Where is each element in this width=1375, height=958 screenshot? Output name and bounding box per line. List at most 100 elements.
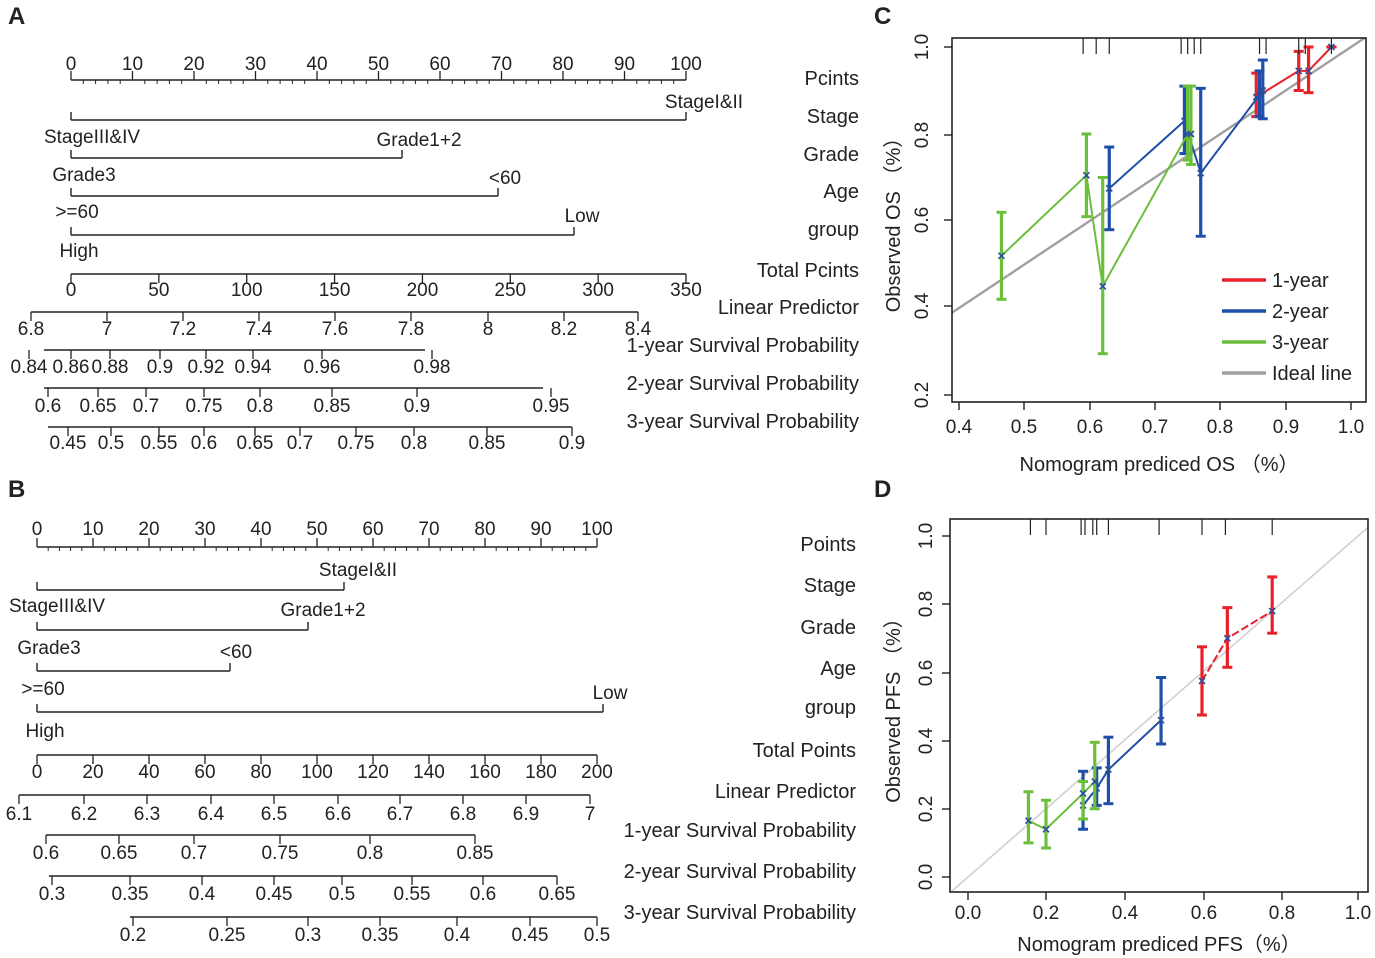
level-label-low-grade: Grade3 [52,165,115,186]
tick-label-points: 0 [32,519,43,540]
tick-label-s3: 0.5 [98,433,124,454]
y-axis-title: Observed OS （%） [882,128,905,313]
tick-label-s1: 0.65 [101,843,138,864]
tick-label-s3: 0.65 [237,433,274,454]
tick-label-points: 50 [306,519,327,540]
row-label-s3: 3-year Survival Probability [624,902,856,924]
tick-label-points: 20 [138,519,159,540]
level-label-high-stage: StageI&II [665,92,743,113]
series-line-1-year [1255,46,1333,98]
y-axis-title: Observed PFS （%） [882,608,905,803]
tick-label-s3: 0.9 [559,433,585,454]
tick-label-s2: 0.75 [186,396,223,417]
y-tick-label: 0.2 [916,796,937,822]
tick-label-points: 60 [362,519,383,540]
tick-label-s3: 0.55 [141,433,178,454]
tick-label-s1: 0.6 [33,843,59,864]
series-line-2-year [1082,719,1162,807]
plot-frame [949,518,1369,893]
calibration-plot-c: 0.4 0.5 0.6 0.7 0.8 0.9 1.0 0.2 0.4 0.6 0.8 1.0 Nomo… [882,34,1367,476]
tick-label-lp: 8 [483,319,494,340]
y-tick-label: 0.8 [916,591,937,617]
tick-label-points: 40 [250,519,271,540]
tick-label-s2: 0.55 [394,884,431,905]
row-label-stage: Stage [804,575,856,597]
level-label-low-age: >=60 [21,679,64,700]
tick-label-s2: 0.65 [539,884,576,905]
tick-label-points: 100 [581,519,613,540]
data-point-marker [1082,171,1090,179]
plot-area [950,526,1368,892]
tick-label-lp: 6.6 [325,804,351,825]
level-label-high-age: <60 [220,642,252,663]
x-tick-label: 0.7 [1142,417,1168,438]
tick-label-s2: 0.6 [35,396,61,417]
tick-label-s1: 0.85 [457,843,494,864]
tick-label-points: 100 [670,54,702,75]
tick-label-s1: 0.9 [147,357,173,378]
tick-label-s3: 0.45 [50,433,87,454]
tick-label-s3: 0.85 [469,433,506,454]
data-point-marker [1079,789,1087,798]
row-label-age: Age [823,181,859,203]
tick-label-points: 80 [552,54,573,75]
tick-label-s3: 0.75 [338,433,375,454]
level-label-low-age: >=60 [55,202,98,223]
row-label-grade: Grade [800,617,856,639]
series-line-3-year [1000,133,1191,290]
tick-label-lp: 6.9 [513,804,539,825]
tick-label-points: 60 [429,54,450,75]
tick-label-total: 200 [581,762,613,783]
tick-label-s2: 0.9 [404,396,430,417]
panel-letter-d: D [874,476,891,503]
legend-label: 3-year [1272,332,1329,354]
tick-label-total: 160 [469,762,501,783]
tick-label-lp: 6.8 [450,804,476,825]
tick-label-total: 200 [407,280,439,301]
row-label-s2: 2-year Survival Probability [627,373,859,395]
tick-label-s2: 0.45 [256,884,293,905]
data-point-marker [1024,817,1033,825]
tick-label-s2: 0.3 [39,884,65,905]
tick-label-total: 150 [319,280,351,301]
tick-label-lp: 7.2 [170,319,196,340]
x-tick-label: 0.5 [1011,417,1037,438]
tick-label-total: 100 [301,762,333,783]
x-tick-label: 1.0 [1338,417,1364,438]
legend-label: Ideal line [1272,363,1352,385]
x-tick-label: 0.0 [955,903,981,924]
x-tick-label: 0.9 [1273,417,1299,438]
tick-label-s1: 0.98 [414,357,451,378]
data-point-marker [1268,607,1276,615]
tick-label-total: 120 [357,762,389,783]
x-tick-label: 0.2 [1033,903,1059,924]
y-tick-label: 0.8 [912,122,933,148]
tick-label-s2: 0.95 [533,396,570,417]
row-label-s3: 3-year Survival Probability [627,411,859,433]
tick-label-s2: 0.4 [189,884,216,905]
level-label-low-stage: StageIII&IV [44,127,140,148]
tick-label-s3: 0.4 [444,925,471,946]
tick-label-s3: 0.3 [295,925,321,946]
tick-label-lp: 7 [102,319,113,340]
row-label-total: Total Pcints [757,260,859,282]
level-label-low-group: High [25,721,64,742]
row-label-total: Total Points [753,740,856,762]
series-line-3-year [1028,780,1096,831]
x-tick-label: 0.4 [1112,903,1139,924]
tick-label-total: 300 [582,280,614,301]
y-tick-label: 0.0 [916,864,937,890]
data-point-marker [1099,282,1107,290]
data-point-marker [1259,86,1267,95]
legend-label: 2-year [1272,301,1329,323]
tick-label-s3: 0.8 [401,433,427,454]
row-label-stage: Stage [807,106,859,128]
tick-label-lp: 8.2 [551,319,577,340]
tick-label-lp: 7.6 [322,319,348,340]
level-label-low-stage: StageIII&IV [9,596,105,617]
series-line-2-year [1108,89,1264,190]
tick-label-lp: 8.4 [625,319,652,340]
x-tick-label: 0.8 [1269,903,1295,924]
tick-label-s2: 0.6 [470,884,496,905]
